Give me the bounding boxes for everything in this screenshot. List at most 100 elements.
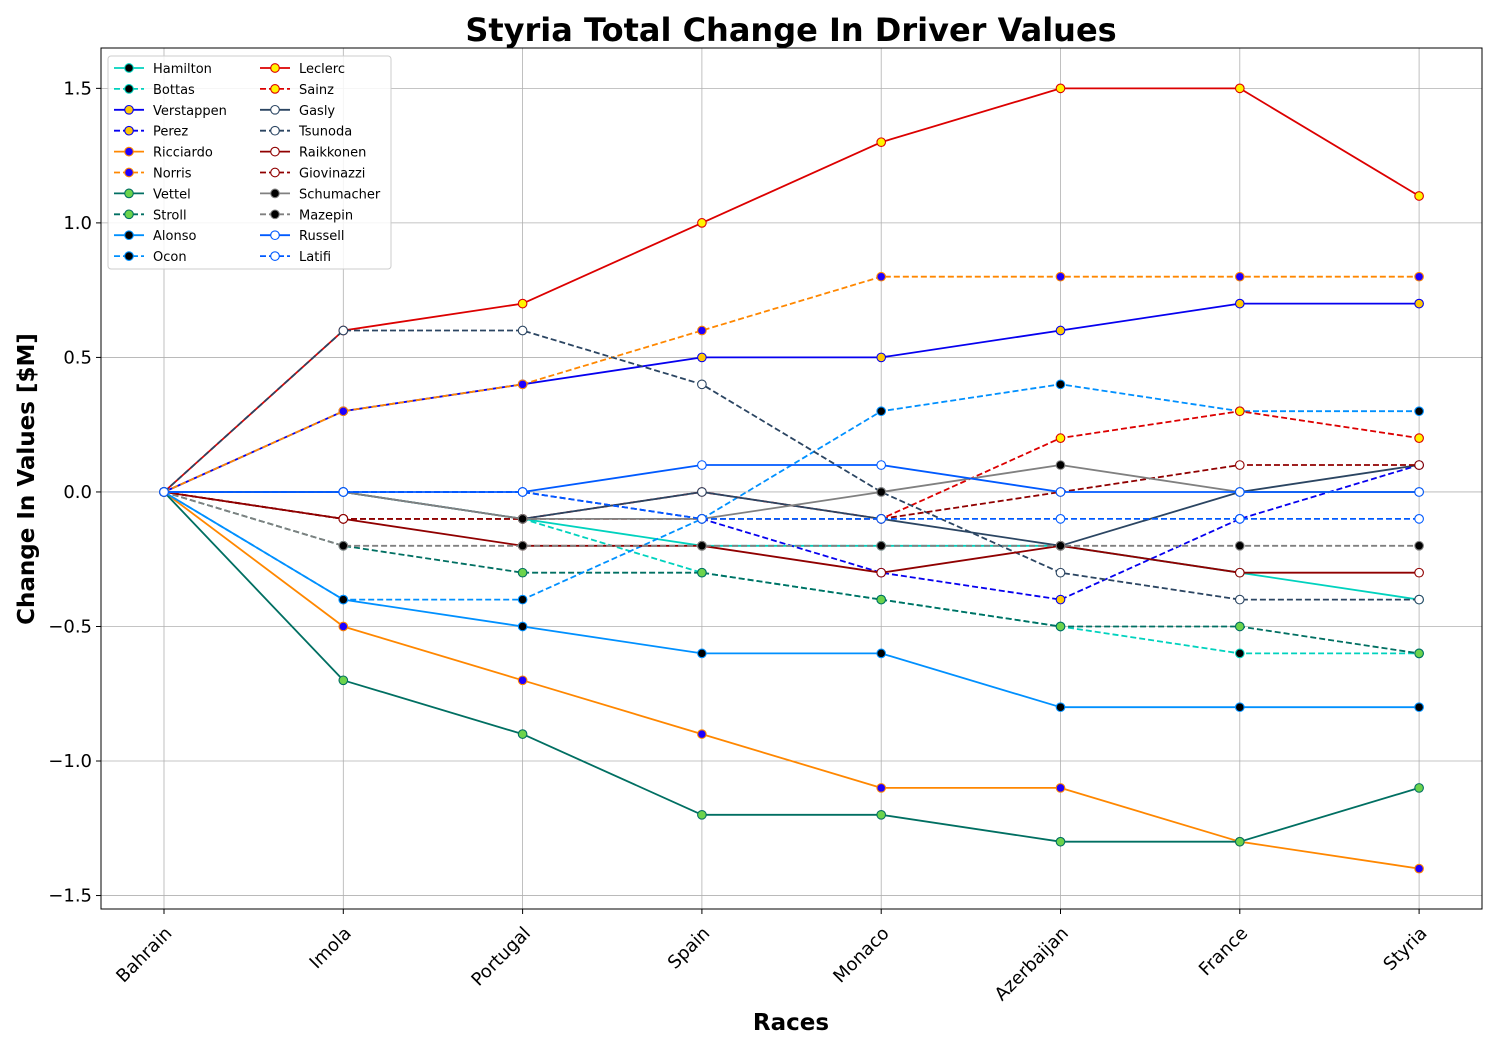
legend-item-sainz: Sainz (260, 83, 334, 98)
data-point-verstappen (1055, 325, 1066, 336)
data-point-leclerc (1055, 83, 1066, 94)
data-point-latifi (876, 514, 887, 524)
data-point-ricciardo (697, 729, 707, 739)
legend-marker (124, 104, 134, 115)
data-point-gasly (697, 487, 707, 497)
data-point-vettel (338, 675, 349, 686)
data-point-stroll (1234, 621, 1245, 632)
data-point-giovinazzi (1234, 460, 1245, 470)
data-point-stroll (697, 567, 707, 578)
legend-item-giovinazzi: Giovinazzi (260, 167, 365, 182)
data-point-russell (697, 460, 707, 470)
data-point-bottas (1234, 648, 1245, 659)
legend-item-schumacher: Schumacher (260, 187, 381, 202)
data-point-vettel (1055, 836, 1066, 847)
legend-marker (124, 167, 134, 178)
data-point-norris (697, 325, 707, 336)
y-tick-label: 0.5 (63, 347, 92, 368)
legend-item-leclerc: Leclerc (260, 62, 345, 77)
series-line-latifi (164, 491, 1420, 520)
data-point-latifi (1414, 514, 1424, 524)
legend-item-bottas: Bottas (114, 83, 195, 98)
data-point-mazepin (517, 540, 528, 551)
data-point-leclerc (517, 298, 528, 309)
data-point-mazepin (1234, 540, 1245, 551)
data-point-latifi (697, 514, 707, 524)
legend-item-norris: Norris (114, 167, 192, 182)
data-point-mazepin (1055, 540, 1066, 551)
data-point-giovinazzi (338, 514, 349, 524)
data-point-latifi (1234, 514, 1245, 524)
legend-marker (124, 146, 134, 157)
legend-marker (124, 125, 134, 136)
legend-marker (124, 63, 134, 73)
data-point-norris (1055, 271, 1066, 282)
y-tick-label: 0.0 (63, 482, 92, 503)
data-point-russell (1055, 487, 1066, 497)
legend-marker (270, 125, 280, 136)
legend-marker (124, 84, 134, 94)
data-point-alonso (1414, 702, 1424, 713)
series-line-norris (163, 275, 1420, 493)
legend-item-raikkonen: Raikkonen (260, 146, 366, 161)
legend-item-mazepin: Mazepin (260, 208, 353, 223)
series-line-mazepin (163, 491, 1420, 547)
legend-box (107, 55, 392, 270)
chart-title: Styria Total Change In Driver Values (465, 11, 1116, 49)
legend-label: Perez (153, 125, 188, 140)
series-line-ricciardo (163, 491, 1420, 870)
series-line-stroll (163, 491, 1420, 655)
legend-label: Tsunoda (298, 125, 352, 140)
data-point-ocon (1055, 379, 1066, 390)
legend-label: Raikkonen (299, 146, 366, 161)
data-point-vettel (876, 809, 887, 820)
legend-item-gasly: Gasly (260, 104, 335, 119)
data-point-mazepin (876, 540, 887, 551)
legend-marker (270, 104, 280, 115)
legend-label: Gasly (299, 104, 335, 119)
y-tick-label: −1.5 (48, 886, 92, 907)
data-point-norris (876, 271, 887, 282)
data-point-alonso (1055, 702, 1066, 713)
data-point-latifi (159, 487, 169, 497)
series-line-raikkonen (163, 491, 1420, 574)
legend-label: Vettel (153, 187, 191, 202)
data-point-sainz (1234, 406, 1245, 417)
series-line-giovinazzi (163, 464, 1420, 520)
legend-marker (270, 230, 280, 241)
data-point-mazepin (338, 540, 349, 551)
series-line-tsunoda (163, 329, 1420, 601)
data-point-ricciardo (338, 621, 349, 632)
data-point-sainz (1055, 433, 1066, 443)
data-point-norris (338, 406, 349, 417)
legend-label: Giovinazzi (299, 167, 365, 182)
data-point-vettel (517, 729, 528, 739)
data-point-norris (1414, 271, 1424, 282)
data-point-stroll (517, 567, 528, 578)
legend-label: Schumacher (299, 187, 381, 202)
legend-marker (124, 188, 134, 199)
legend-marker (270, 167, 280, 178)
data-point-leclerc (1234, 83, 1245, 94)
data-point-russell (1234, 487, 1245, 497)
data-point-verstappen (1414, 298, 1424, 309)
data-point-sainz (1414, 433, 1424, 443)
legend-marker (270, 146, 280, 157)
legend-label: Alonso (153, 229, 196, 244)
legend-label: Verstappen (153, 104, 227, 119)
data-point-schumacher (517, 514, 528, 524)
legend: Hamilton Bottas Verstappen Perez Ricciardo No… (107, 55, 392, 270)
data-series (159, 83, 1424, 874)
data-point-tsunoda (338, 325, 349, 336)
series-line-leclerc (163, 87, 1420, 493)
legend-label: Hamilton (153, 62, 212, 77)
data-point-raikkonen (1234, 567, 1245, 578)
legend-marker (124, 251, 134, 261)
legend-label: Bottas (153, 83, 195, 98)
data-point-tsunoda (1234, 594, 1245, 605)
data-point-leclerc (697, 218, 707, 228)
legend-item-ocon: Ocon (114, 250, 187, 265)
data-point-giovinazzi (1414, 460, 1424, 470)
data-point-ocon (1414, 406, 1424, 417)
